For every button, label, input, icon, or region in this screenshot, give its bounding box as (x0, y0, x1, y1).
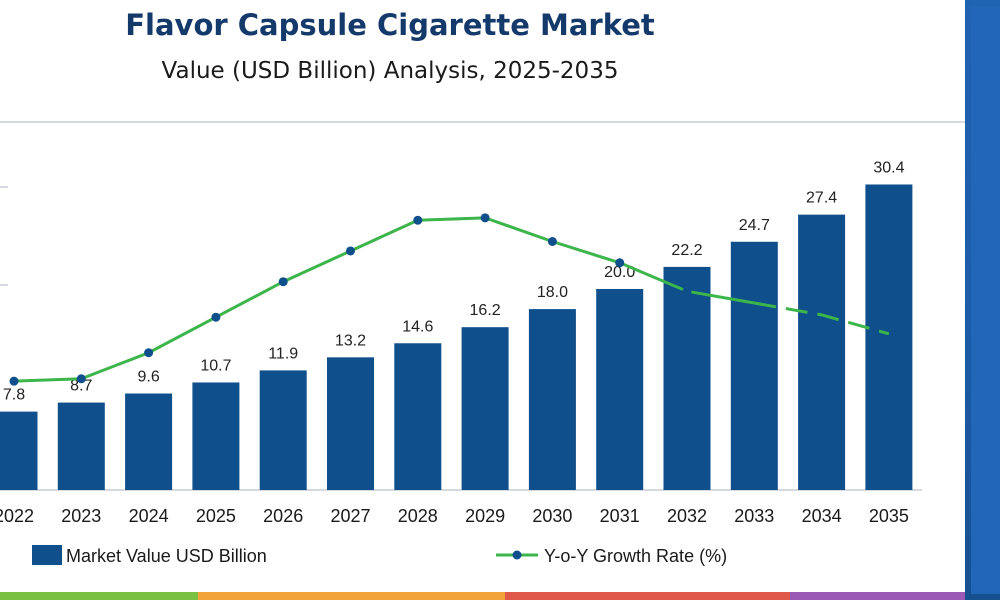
bar-value-label-2034: 27.4 (806, 190, 837, 207)
legend-label-bar: Market Value USD Billion (66, 546, 267, 566)
growth-point-2023 (76, 374, 86, 384)
growth-point-2029 (480, 213, 490, 223)
bar-2027 (327, 357, 374, 490)
x-tick-label-2032: 2032 (667, 506, 707, 526)
bar-value-label-2035: 30.4 (873, 159, 904, 176)
x-tick-label-2028: 2028 (398, 506, 438, 526)
growth-point-2027 (346, 246, 355, 256)
growth-point-2032 (682, 286, 692, 296)
growth-point-2025 (211, 312, 221, 322)
x-tick-label-2033: 2033 (734, 506, 774, 526)
chart-title: Flavor Capsule Cigarette Market (125, 8, 655, 42)
x-tick-label-2023: 2023 (61, 506, 101, 526)
bar-2033 (730, 241, 778, 490)
growth-line-dashed (754, 301, 890, 336)
x-tick-label-2022: 2022 (0, 506, 34, 526)
x-tick-label-2025: 2025 (196, 506, 236, 526)
bar-value-label-2027: 13.2 (335, 332, 366, 349)
bar-2031 (596, 289, 644, 490)
growth-point-2022 (9, 376, 19, 386)
bar-value-label-2031: 20.0 (604, 264, 635, 281)
bar-2022 (0, 411, 38, 490)
bar-value-label-2030: 18.0 (537, 284, 568, 301)
chart-subtitle: Value (USD Billion) Analysis, 2025-2035 (161, 58, 619, 84)
legend-swatch-bar (32, 545, 62, 565)
x-tick-label-2029: 2029 (465, 506, 505, 526)
bar-2030 (528, 309, 576, 490)
bar-2023 (57, 402, 105, 490)
growth-point-2028 (413, 215, 423, 225)
bar-2034 (798, 214, 846, 490)
bar-value-label-2029: 16.2 (470, 302, 501, 319)
side-panel-inner (971, 6, 1000, 594)
footer-strip-segment (505, 592, 790, 600)
x-tick-label-2031: 2031 (600, 506, 640, 526)
bar-value-label-2028: 14.6 (402, 318, 433, 335)
x-tick-label-2034: 2034 (802, 506, 842, 526)
growth-point-2024 (144, 348, 154, 358)
legend-label-line: Y-o-Y Growth Rate (%) (544, 546, 727, 566)
x-tick-label-2027: 2027 (330, 506, 370, 526)
side-panel (965, 0, 1000, 600)
growth-point-2031 (615, 258, 625, 268)
x-tick-label-2024: 2024 (129, 506, 169, 526)
x-tick-label-2030: 2030 (532, 506, 572, 526)
bar-2028 (394, 343, 442, 490)
x-tick-label-2035: 2035 (869, 506, 909, 526)
bar-2035 (865, 184, 913, 491)
footer-strip-segment (0, 592, 198, 600)
bar-value-label-2025: 10.7 (200, 357, 231, 374)
bar-value-label-2026: 11.9 (268, 345, 298, 362)
bar-value-label-2024: 9.6 (137, 369, 159, 386)
legend-swatch-marker (512, 550, 522, 560)
bar-2026 (259, 370, 307, 490)
bar-2024 (125, 393, 173, 490)
footer-strip-segment (790, 592, 965, 600)
bar-2029 (461, 327, 509, 490)
bar-value-label-2032: 22.2 (671, 242, 702, 259)
bar-value-label-2023: 8.7 (70, 378, 92, 395)
bar-value-label-2033: 24.7 (739, 217, 770, 234)
footer-strip-segment (198, 592, 505, 600)
x-tick-label-2026: 2026 (263, 506, 303, 526)
bar-2032 (663, 266, 711, 490)
growth-line-solid (13, 216, 755, 383)
bar-value-label-2022: 7.8 (3, 387, 25, 404)
bar-2025 (192, 382, 240, 490)
growth-point-2026 (278, 277, 288, 287)
growth-point-2030 (547, 237, 557, 246)
